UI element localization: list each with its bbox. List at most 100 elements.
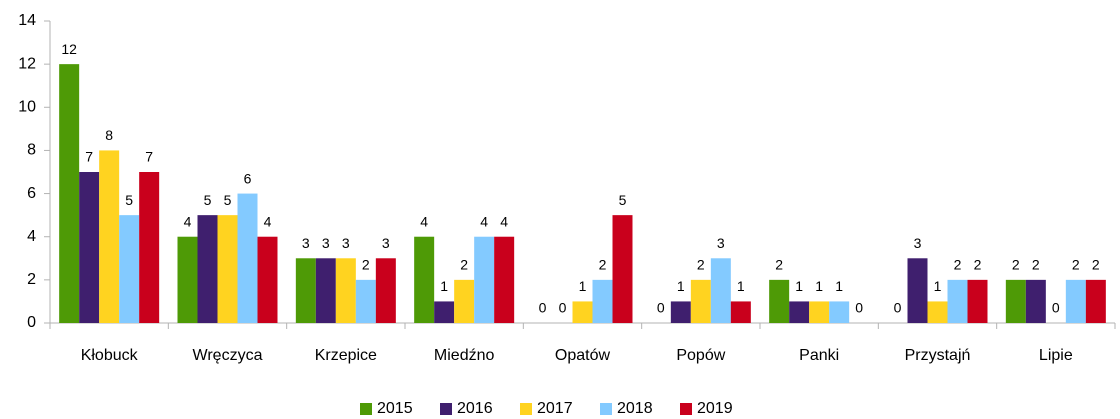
value-label: 12 [61, 41, 77, 57]
value-label: 5 [204, 192, 212, 208]
bar [907, 258, 928, 323]
value-label: 0 [539, 300, 547, 316]
value-label: 2 [974, 257, 982, 273]
bar [139, 172, 160, 323]
value-label: 3 [322, 235, 330, 251]
bar [967, 279, 988, 323]
bar [789, 301, 810, 323]
bar [592, 279, 613, 323]
bar [257, 236, 278, 323]
bar [375, 258, 396, 323]
value-label: 2 [599, 257, 607, 273]
legend-swatch [520, 403, 532, 415]
x-tick-label: Kłobuck [81, 347, 139, 364]
x-tick-label: Wręczyca [193, 347, 263, 364]
bar [730, 301, 751, 323]
value-label: 6 [244, 170, 252, 186]
bar [1065, 279, 1086, 323]
value-label: 5 [125, 192, 133, 208]
legend-label: 2017 [537, 400, 573, 417]
value-label: 1 [815, 278, 823, 294]
bar [197, 215, 218, 323]
y-tick-label: 12 [18, 55, 36, 72]
value-label: 3 [717, 235, 725, 251]
value-label: 1 [677, 278, 685, 294]
y-tick-label: 14 [18, 12, 36, 29]
value-label: 1 [440, 278, 448, 294]
legend-label: 2019 [697, 400, 733, 417]
x-tick-label: Opatów [555, 347, 611, 364]
value-label: 2 [460, 257, 468, 273]
legend-swatch [680, 403, 692, 415]
value-label: 5 [619, 192, 627, 208]
value-label: 2 [775, 257, 783, 273]
bar [434, 301, 455, 323]
value-label: 4 [420, 213, 428, 229]
value-label: 1 [795, 278, 803, 294]
value-label: 3 [342, 235, 350, 251]
value-label: 1 [835, 278, 843, 294]
value-label: 0 [657, 300, 665, 316]
bar [769, 279, 790, 323]
legend-swatch [360, 403, 372, 415]
x-tick-label: Popów [676, 347, 725, 364]
value-label: 3 [302, 235, 310, 251]
value-label: 1 [737, 278, 745, 294]
bar [572, 301, 593, 323]
bar [295, 258, 316, 323]
value-label: 2 [1032, 257, 1040, 273]
legend-label: 2015 [377, 400, 413, 417]
bar [99, 150, 120, 323]
bar [237, 193, 258, 323]
x-tick-label: Miedźno [434, 347, 495, 364]
bar [1085, 279, 1106, 323]
value-label: 1 [934, 278, 942, 294]
bar [335, 258, 356, 323]
bar [414, 236, 435, 323]
bar [454, 279, 475, 323]
value-label: 0 [559, 300, 567, 316]
legend-swatch [440, 403, 452, 415]
legend-swatch [600, 403, 612, 415]
value-label: 2 [1012, 257, 1020, 273]
bar [494, 236, 515, 323]
value-label: 4 [500, 213, 508, 229]
x-tick-label: Panki [799, 347, 839, 364]
value-label: 3 [382, 235, 390, 251]
bar [612, 215, 633, 323]
bar [1025, 279, 1046, 323]
value-label: 4 [264, 213, 272, 229]
value-label: 0 [894, 300, 902, 316]
x-tick-label: Krzepice [315, 347, 377, 364]
y-tick-label: 2 [27, 271, 36, 288]
bar [59, 64, 80, 324]
legend-label: 2018 [617, 400, 653, 417]
value-label: 4 [480, 213, 488, 229]
value-label: 2 [954, 257, 962, 273]
bar [315, 258, 336, 323]
value-label: 0 [1052, 300, 1060, 316]
x-tick-label: Przystajń [905, 347, 971, 364]
value-label: 0 [855, 300, 863, 316]
bar [947, 279, 968, 323]
bar [829, 301, 850, 323]
bar [927, 301, 948, 323]
bar [79, 172, 100, 323]
value-label: 3 [914, 235, 922, 251]
bar [355, 279, 376, 323]
value-label: 4 [184, 213, 192, 229]
bar [177, 236, 198, 323]
value-label: 2 [1092, 257, 1100, 273]
y-tick-label: 8 [27, 142, 36, 159]
bar [690, 279, 711, 323]
value-label: 2 [362, 257, 370, 273]
value-label: 5 [224, 192, 232, 208]
x-tick-label: Lipie [1039, 347, 1073, 364]
y-tick-label: 4 [27, 228, 36, 245]
y-tick-label: 0 [27, 314, 36, 331]
bar [809, 301, 830, 323]
value-label: 7 [85, 149, 93, 165]
bar [710, 258, 731, 323]
legend-label: 2016 [457, 400, 493, 417]
